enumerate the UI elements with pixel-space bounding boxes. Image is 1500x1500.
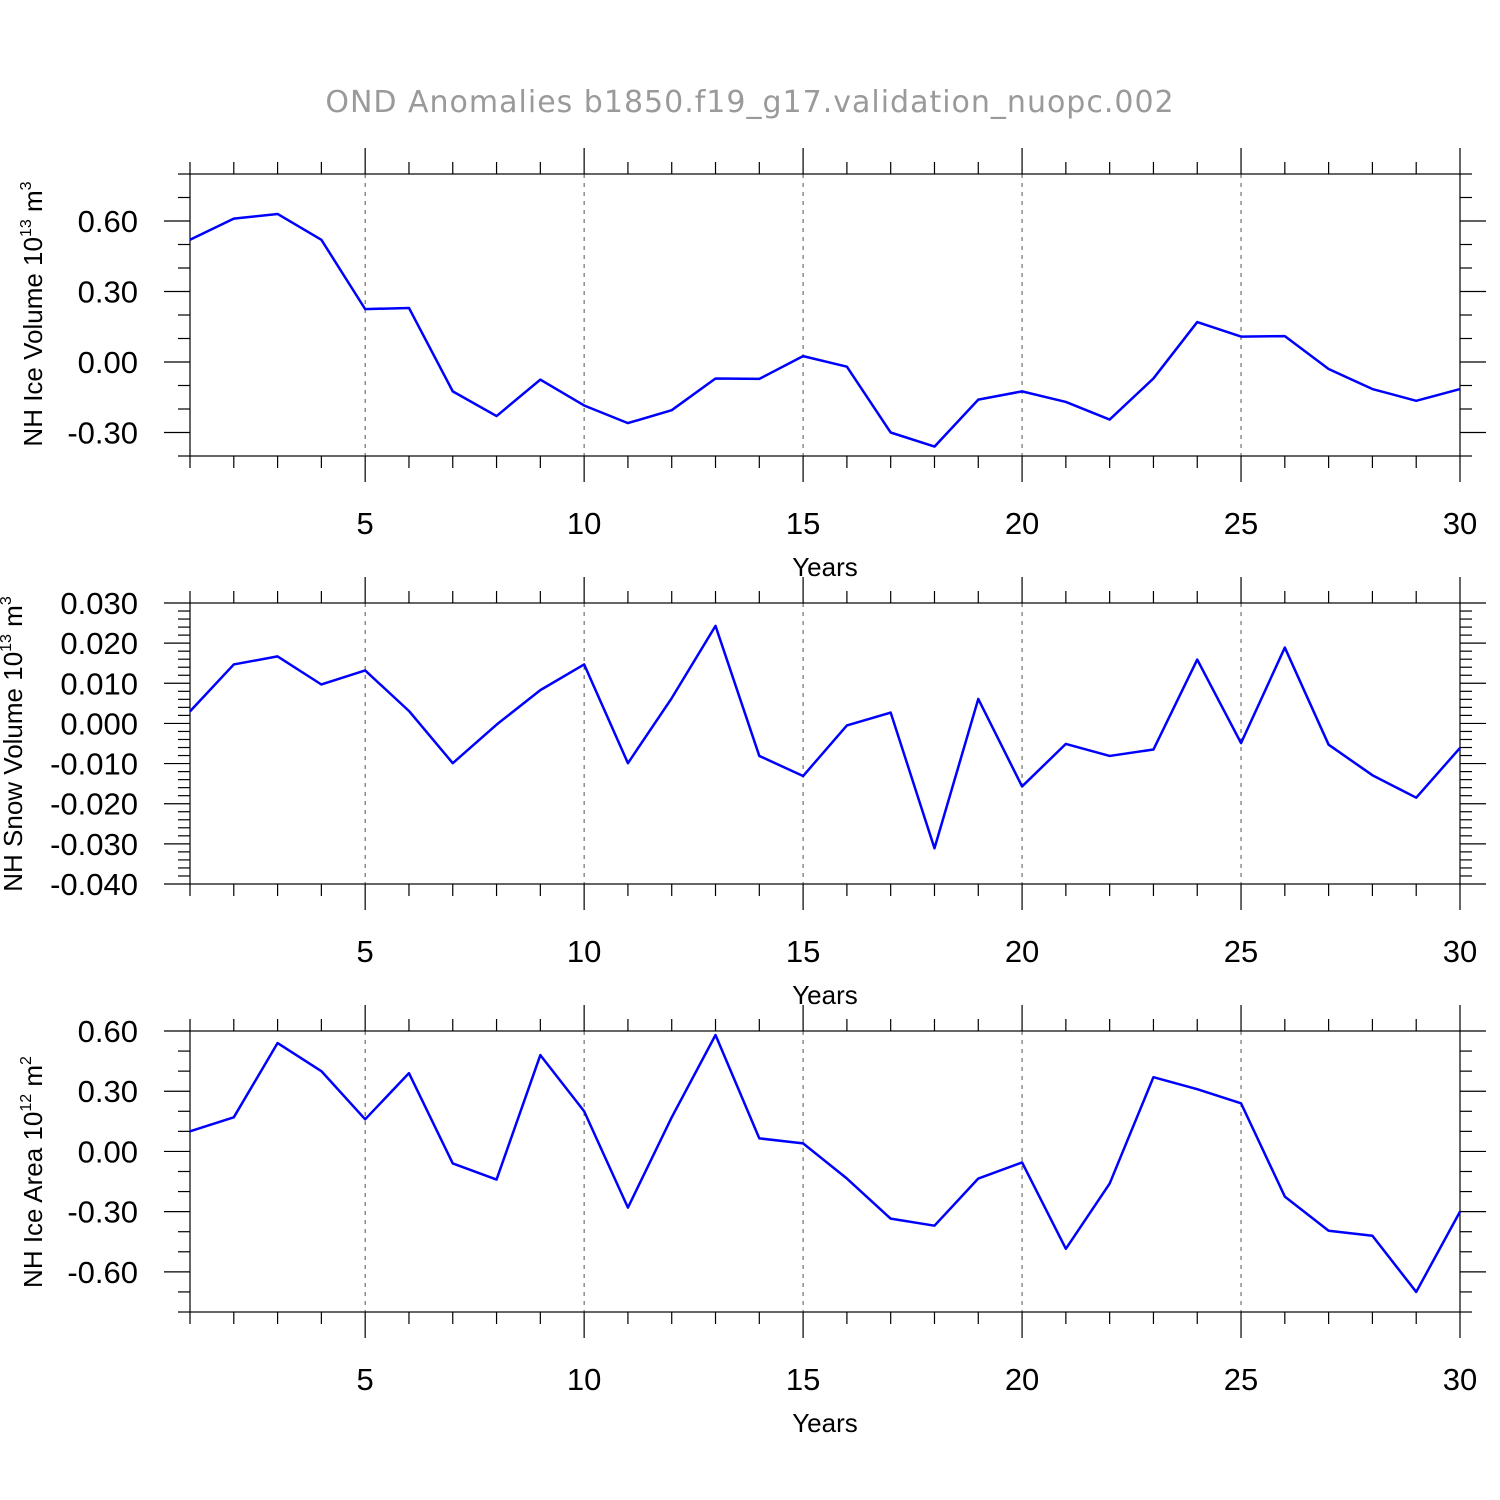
x-tick-label-ice-volume: 20 bbox=[1005, 506, 1039, 541]
y-axis-label-snow-volume: NH Snow Volume 1013 m3 bbox=[0, 596, 28, 892]
plot-frame-ice-area bbox=[189, 1030, 1461, 1313]
x-tick-label-ice-area: 30 bbox=[1443, 1362, 1477, 1397]
y-tick-label-snow-volume: -0.020 bbox=[50, 787, 138, 822]
y-axis-label-ice-volume: NH Ice Volume 1013 m3 bbox=[18, 181, 48, 446]
x-tick-label-snow-volume: 30 bbox=[1443, 934, 1477, 969]
x-tick-label-ice-area: 25 bbox=[1224, 1362, 1258, 1397]
y-tick-label-ice-area: -0.30 bbox=[67, 1195, 138, 1230]
x-tick-label-ice-volume: 25 bbox=[1224, 506, 1258, 541]
x-tick-label-ice-volume: 5 bbox=[357, 506, 374, 541]
y-tick-label-ice-area: -0.60 bbox=[67, 1255, 138, 1290]
y-tick-label-snow-volume: -0.010 bbox=[50, 747, 138, 782]
series-line-ice-volume bbox=[189, 212, 1461, 448]
x-tick-label-snow-volume: 15 bbox=[786, 934, 820, 969]
x-tick-label-ice-area: 10 bbox=[567, 1362, 601, 1397]
x-axis-label-ice-volume: Years bbox=[792, 552, 858, 582]
x-tick-label-ice-area: 5 bbox=[357, 1362, 374, 1397]
y-tick-label-snow-volume: -0.040 bbox=[50, 867, 138, 902]
x-tick-label-snow-volume: 25 bbox=[1224, 934, 1258, 969]
x-tick-label-snow-volume: 20 bbox=[1005, 934, 1039, 969]
y-tick-label-ice-volume: 0.60 bbox=[78, 204, 138, 239]
panel-snow-volume: NH Snow Volume 1013 m3 Years -0.040 -0.03… bbox=[0, 577, 1486, 1010]
y-tick-label-ice-volume: -0.30 bbox=[67, 416, 138, 451]
y-tick-label-ice-volume: 0.30 bbox=[78, 275, 138, 310]
plot-frame-ice-volume bbox=[189, 173, 1461, 457]
y-tick-label-ice-area: 0.60 bbox=[78, 1014, 138, 1049]
y-tick-label-snow-volume: -0.030 bbox=[50, 827, 138, 862]
series-line-ice-area bbox=[189, 1033, 1462, 1294]
series-line-snow-volume bbox=[189, 624, 1461, 850]
panel-ice-volume: NH Ice Volume 1013 m3 Years -0.30 0.00 0.3… bbox=[18, 148, 1486, 582]
y-axis-label-ice-area: NH Ice Area 1012 m2 bbox=[18, 1056, 48, 1288]
y-tick-label-ice-area: 0.30 bbox=[78, 1074, 138, 1109]
x-tick-label-snow-volume: 10 bbox=[567, 934, 601, 969]
plot-frame-snow-volume bbox=[189, 602, 1461, 885]
chart-title: OND Anomalies b1850.f19_g17.validation_n… bbox=[325, 85, 1174, 120]
x-tick-label-ice-volume: 30 bbox=[1443, 506, 1477, 541]
y-tick-label-snow-volume: 0.010 bbox=[60, 666, 138, 701]
y-tick-label-snow-volume: 0.020 bbox=[60, 626, 138, 661]
y-tick-label-ice-area: 0.00 bbox=[78, 1134, 138, 1169]
x-tick-label-snow-volume: 5 bbox=[357, 934, 374, 969]
x-tick-label-ice-area: 15 bbox=[786, 1362, 820, 1397]
x-tick-label-ice-area: 20 bbox=[1005, 1362, 1039, 1397]
x-tick-label-ice-volume: 15 bbox=[786, 506, 820, 541]
x-tick-label-ice-volume: 10 bbox=[567, 506, 601, 541]
panel-ice-area: NH Ice Area 1012 m2 Years -0.60 -0.30 0.00… bbox=[18, 1005, 1486, 1438]
x-axis-label-snow-volume: Years bbox=[792, 980, 858, 1010]
x-axis-label-ice-area: Years bbox=[792, 1408, 858, 1438]
y-tick-label-snow-volume: 0.030 bbox=[60, 586, 138, 621]
y-tick-label-snow-volume: 0.000 bbox=[60, 706, 138, 741]
y-tick-label-ice-volume: 0.00 bbox=[78, 345, 138, 380]
